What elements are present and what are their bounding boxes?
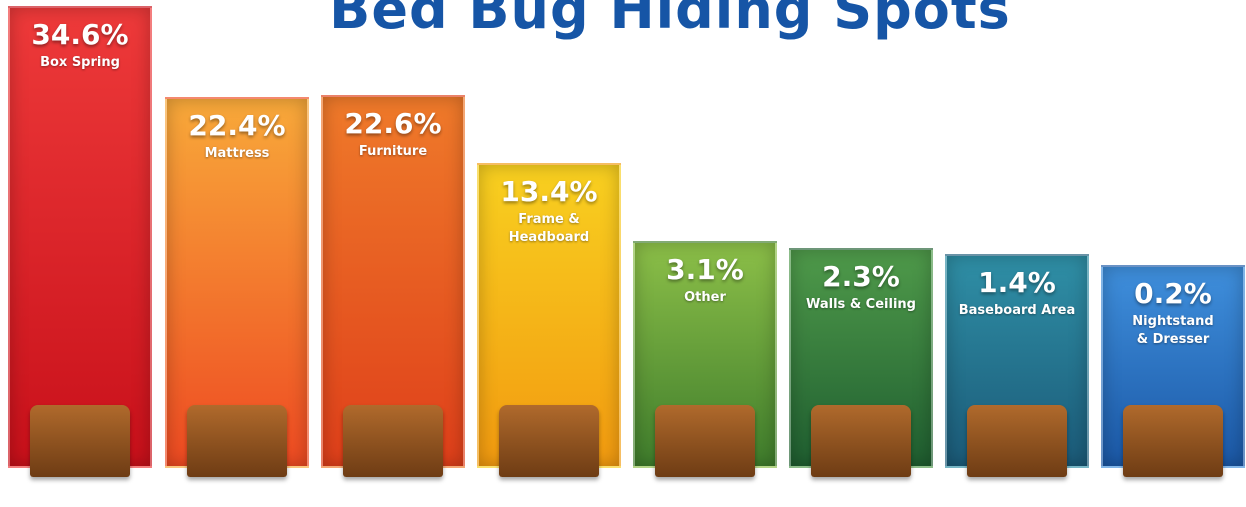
label-line: Walls & Ceiling xyxy=(791,296,931,314)
category-label: Walls & Ceiling xyxy=(791,296,931,314)
label-line: Furniture xyxy=(323,143,463,161)
infographic: Bed Bug Hiding Spots 34.6% Box Spring 22.4… xyxy=(0,0,1246,507)
furniture-icon xyxy=(343,405,443,477)
category-panel: 34.6% Box Spring xyxy=(8,6,152,468)
category-label: Box Spring xyxy=(10,54,150,72)
furniture-icon xyxy=(655,405,755,477)
label-line: Headboard xyxy=(479,229,619,247)
furniture-icon xyxy=(30,405,130,477)
label-line: Nightstand xyxy=(1103,313,1243,331)
category-label: Nightstand& Dresser xyxy=(1103,313,1243,349)
percent-label: 22.4% xyxy=(167,109,307,142)
percent-label: 2.3% xyxy=(791,260,931,293)
label-line: Frame & xyxy=(479,211,619,229)
percent-label: 0.2% xyxy=(1103,277,1243,310)
label-line: Mattress xyxy=(167,145,307,163)
category-label: Baseboard Area xyxy=(947,302,1087,320)
percent-label: 3.1% xyxy=(635,253,775,286)
furniture-icon xyxy=(187,405,287,477)
percent-label: 22.6% xyxy=(323,107,463,140)
category-label: Other xyxy=(635,289,775,307)
furniture-icon xyxy=(499,405,599,477)
percent-label: 13.4% xyxy=(479,175,619,208)
category-label: Furniture xyxy=(323,143,463,161)
percent-label: 1.4% xyxy=(947,266,1087,299)
furniture-icon xyxy=(967,405,1067,477)
furniture-icon xyxy=(1123,405,1223,477)
label-line: Box Spring xyxy=(10,54,150,72)
furniture-icon xyxy=(811,405,911,477)
title: Bed Bug Hiding Spots xyxy=(250,0,1090,41)
label-line: Other xyxy=(635,289,775,307)
percent-label: 34.6% xyxy=(10,18,150,51)
label-line: & Dresser xyxy=(1103,331,1243,349)
label-line: Baseboard Area xyxy=(947,302,1087,320)
category-label: Mattress xyxy=(167,145,307,163)
category-label: Frame &Headboard xyxy=(479,211,619,247)
